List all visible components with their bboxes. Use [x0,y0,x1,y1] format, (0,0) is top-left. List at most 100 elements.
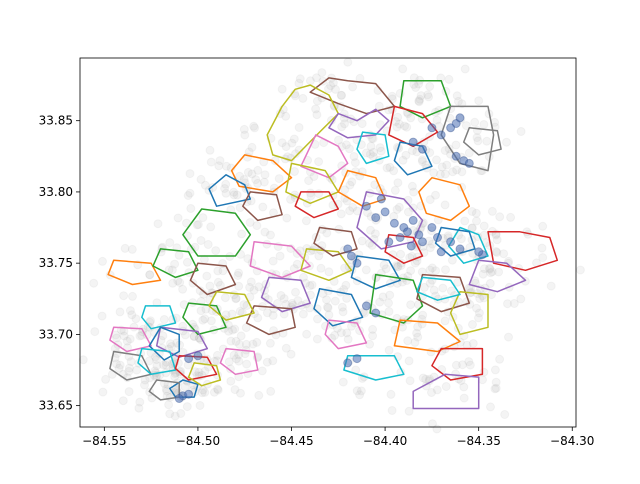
background-point [251,175,261,185]
background-point [451,369,461,379]
boundary-line [393,141,433,176]
background-point [341,280,351,290]
background-point [425,265,435,275]
background-point [97,311,107,321]
background-point [479,120,489,129]
background-point [437,162,447,172]
background-point [289,134,299,144]
background-point [250,123,260,133]
background-point [415,94,425,104]
boundary-lines-layer [107,77,559,410]
background-point [471,208,481,218]
boundary-line [384,233,424,264]
background-point [404,406,414,416]
highlight-point [455,113,465,123]
background-point [224,357,234,367]
background-point [403,271,413,281]
background-point [387,91,397,101]
background-point [78,355,88,365]
background-point [355,390,365,400]
background-point [312,73,321,83]
background-point [357,119,367,129]
background-point [281,343,291,353]
background-point [419,282,429,292]
background-point [182,402,192,412]
background-point [401,150,411,160]
background-point [432,385,442,395]
background-point [413,332,423,342]
background-point [124,366,134,376]
highlight-point [406,241,416,251]
background-point [348,82,358,92]
background-point [474,313,483,323]
background-point [425,278,435,288]
highlight-point [371,213,381,223]
background-point [453,96,463,106]
background-point [197,388,207,398]
background-point [391,117,401,126]
background-point [112,359,121,369]
background-point [128,291,137,301]
background-point [240,349,250,359]
boundary-line [431,347,484,381]
background-point [479,221,489,231]
background-point [198,213,208,223]
background-point [129,322,139,332]
background-point [152,298,162,308]
background-point [425,82,435,91]
background-point [254,282,264,292]
background-point [215,156,225,166]
background-point [393,112,403,122]
highlight-point [361,201,371,211]
background-point [390,185,400,195]
background-point [126,357,136,367]
boundary-line [155,326,209,358]
boundary-line [369,273,424,324]
background-point [347,321,356,331]
background-point [243,167,253,177]
background-point [336,328,346,338]
background-point [286,194,295,204]
background-point [152,355,161,365]
background-point [575,265,585,275]
background-point [402,122,412,132]
background-point [253,178,263,188]
background-point [214,161,224,171]
background-point [186,204,196,213]
boundary-line [356,131,390,165]
background-point [386,389,396,399]
background-point [295,74,305,84]
background-point [470,117,480,127]
background-point [312,96,322,106]
background-point [258,202,268,212]
background-point [221,310,231,320]
background-point [202,271,212,281]
background-point [124,363,134,373]
background-point [468,320,477,329]
boundary-line [260,276,311,313]
background-point [406,113,416,123]
background-point [224,326,234,336]
highlight-point [389,218,399,228]
background-point [330,330,340,340]
background-point [342,328,352,338]
background-point [421,374,431,384]
background-point [226,336,236,346]
background-point [145,270,155,280]
background-point [253,165,263,175]
background-point [305,281,315,291]
boundary-line [388,105,439,148]
background-point [472,303,481,313]
background-point [307,280,317,290]
background-point [424,92,434,102]
background-point [342,293,352,303]
highlight-point [174,394,184,403]
background-point [245,282,255,292]
background-point [247,169,257,179]
background-point [232,190,242,200]
background-point [398,64,408,74]
background-point [165,238,175,248]
background-point [458,360,467,370]
boundary-line [300,134,349,179]
background-point [234,350,244,360]
